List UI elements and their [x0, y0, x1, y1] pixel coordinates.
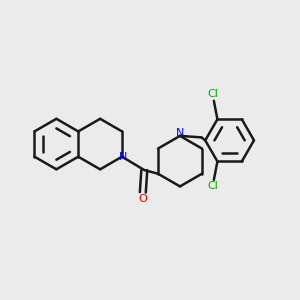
Text: Cl: Cl	[207, 89, 218, 99]
Text: O: O	[138, 194, 147, 204]
Text: N: N	[119, 152, 128, 162]
Text: Cl: Cl	[207, 182, 218, 191]
Text: N: N	[176, 128, 184, 138]
